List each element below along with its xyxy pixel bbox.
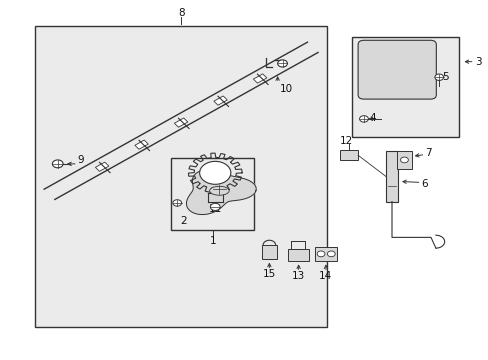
Bar	[351, 37, 458, 137]
Bar	[396, 151, 411, 169]
Text: 6: 6	[421, 179, 427, 189]
Text: 14: 14	[319, 271, 332, 281]
Bar	[261, 245, 277, 259]
Bar	[171, 158, 254, 230]
Circle shape	[199, 161, 230, 184]
Text: 9: 9	[78, 155, 84, 165]
Text: 10: 10	[279, 84, 292, 94]
Circle shape	[434, 74, 443, 80]
Text: 4: 4	[368, 113, 375, 123]
Text: 3: 3	[474, 57, 481, 67]
Text: 13: 13	[291, 271, 305, 281]
Bar	[288, 249, 308, 261]
Circle shape	[210, 203, 220, 211]
Circle shape	[172, 200, 181, 206]
Bar	[35, 26, 327, 327]
Bar	[339, 150, 357, 160]
Bar	[385, 151, 397, 202]
Text: 8: 8	[178, 8, 184, 18]
Polygon shape	[186, 170, 256, 215]
Circle shape	[359, 116, 367, 122]
Circle shape	[317, 251, 325, 257]
Bar	[135, 140, 148, 149]
Circle shape	[327, 251, 334, 257]
Text: 11: 11	[208, 204, 222, 214]
Bar	[315, 247, 336, 261]
Bar	[213, 96, 227, 105]
Text: 2: 2	[180, 216, 186, 226]
Text: 15: 15	[262, 269, 275, 279]
Ellipse shape	[209, 186, 229, 195]
Text: 12: 12	[340, 136, 353, 145]
Text: 7: 7	[425, 148, 431, 158]
Circle shape	[277, 60, 287, 67]
Bar	[95, 162, 109, 171]
Circle shape	[400, 157, 407, 163]
Bar	[253, 74, 266, 83]
Text: 1: 1	[209, 236, 216, 246]
FancyBboxPatch shape	[357, 40, 435, 99]
Circle shape	[52, 160, 63, 168]
Text: 5: 5	[441, 72, 447, 81]
Bar	[174, 118, 187, 127]
